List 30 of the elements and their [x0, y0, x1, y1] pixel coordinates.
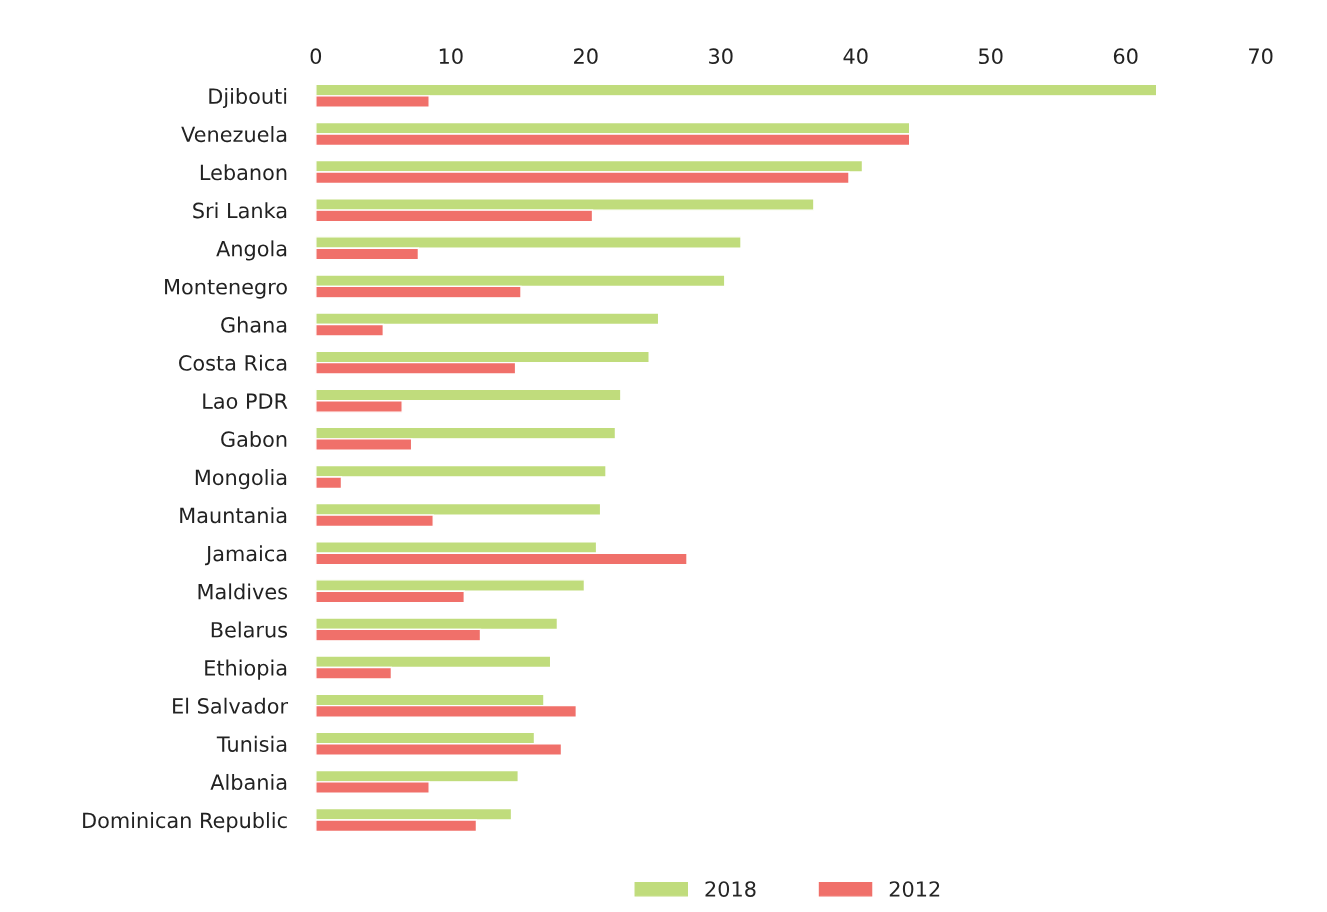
y-tick-label: Maldives — [198, 583, 288, 600]
y-tick-label: Dominican Republic — [83, 812, 287, 833]
y-tick-label: Mongolia — [195, 469, 287, 490]
x-tick-label: 20 — [574, 48, 598, 65]
x-tick-label: 60 — [1113, 48, 1138, 65]
y-tick-label: Ghana — [221, 316, 287, 333]
y-tick-label: El Salvador — [173, 697, 289, 714]
x-tick-label: 0 — [310, 48, 322, 65]
x-tick-label: 50 — [979, 48, 1003, 65]
y-tick-label: Montenegro — [165, 279, 287, 299]
y-tick-label: Ethiopia — [205, 659, 287, 680]
y-tick-label: Mauntania — [180, 507, 287, 524]
x-tick-label: 30 — [709, 48, 733, 65]
y-tick-label: Lebanon — [200, 164, 287, 181]
legend-label: 2018 — [705, 881, 756, 897]
y-tick-label: Lao PDR — [203, 393, 288, 409]
y-tick-label: Albania — [210, 773, 287, 791]
y-tick-label: Djibouti — [209, 87, 287, 109]
y-tick-label: Angola — [216, 240, 287, 261]
y-tick-label: Sri Lanka — [193, 202, 287, 219]
x-tick-label: 40 — [843, 48, 868, 65]
legend-label: 2012 — [889, 881, 940, 897]
x-tick-label: 10 — [439, 48, 463, 65]
y-tick-label: Gabon — [221, 430, 287, 448]
x-tick-label: 70 — [1249, 48, 1273, 65]
y-tick-label: Jamaica — [204, 545, 287, 566]
y-tick-label: Tunisia — [216, 735, 287, 752]
y-tick-label: Costa Rica — [179, 354, 287, 371]
y-tick-label: Venezuela — [181, 126, 287, 143]
y-tick-label: Belarus — [211, 621, 288, 638]
